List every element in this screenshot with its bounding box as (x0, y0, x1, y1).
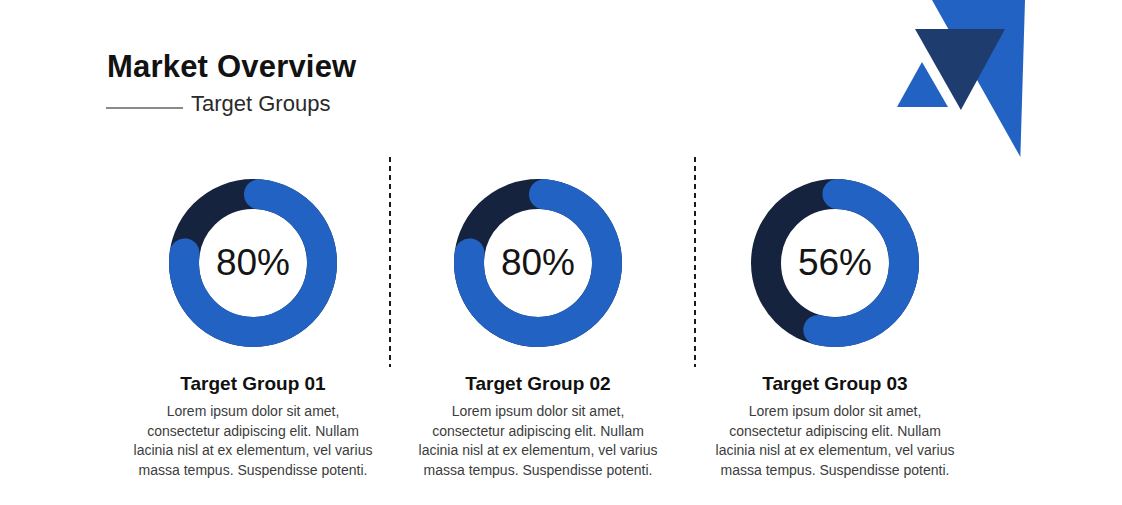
group-heading: Target Group 03 (705, 373, 965, 395)
group-description: Lorem ipsum dolor sit amet, consectetur … (123, 402, 383, 480)
column-divider-1 (389, 157, 391, 367)
group-heading: Target Group 02 (408, 373, 668, 395)
page-subtitle: Target Groups (191, 90, 330, 117)
donut-percent-label: 56% (751, 179, 919, 347)
column-divider-2 (694, 157, 696, 367)
donut-chart-1: 80% (169, 179, 337, 347)
donut-chart-3: 56% (751, 179, 919, 347)
donut-percent-label: 80% (454, 179, 622, 347)
subtitle-divider-line (106, 107, 183, 109)
target-group-column-1: 80% Target Group 01 Lorem ipsum dolor si… (123, 179, 383, 480)
donut-chart-2: 80% (454, 179, 622, 347)
target-group-column-2: 80% Target Group 02 Lorem ipsum dolor si… (408, 179, 668, 480)
donut-percent-label: 80% (169, 179, 337, 347)
group-heading: Target Group 01 (123, 373, 383, 395)
target-group-column-3: 56% Target Group 03 Lorem ipsum dolor si… (705, 179, 965, 480)
group-description: Lorem ipsum dolor sit amet, consectetur … (408, 402, 668, 480)
group-description: Lorem ipsum dolor sit amet, consectetur … (705, 402, 965, 480)
slide-canvas: Market Overview Target Groups 80% Target… (0, 0, 1122, 505)
page-title: Market Overview (107, 50, 356, 84)
